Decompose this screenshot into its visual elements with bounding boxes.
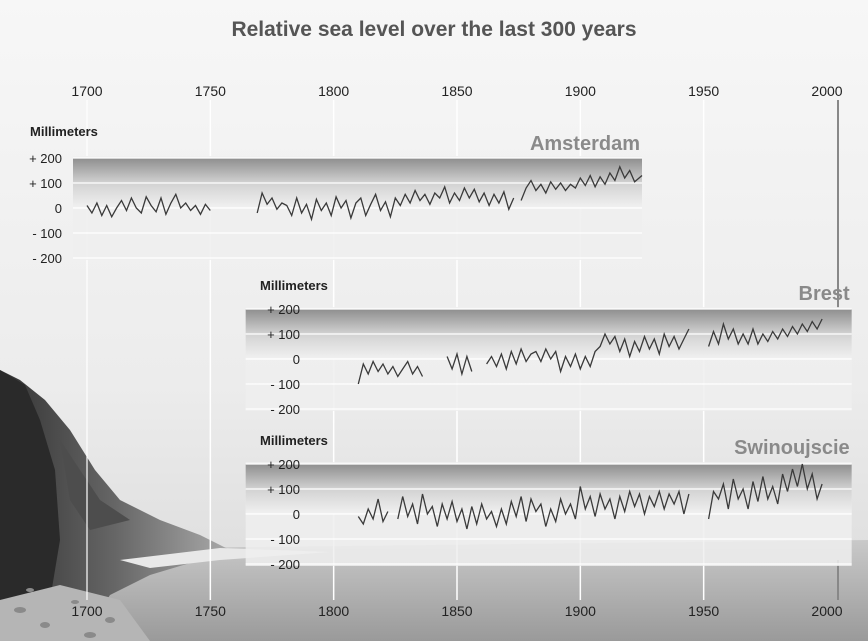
series-line-swinoujscie — [397, 486, 690, 530]
y-tick-label-amsterdam: + 100 — [29, 176, 62, 191]
x-tick-label-bottom: 1700 — [71, 603, 102, 619]
y-unit-label-brest: Millimeters — [260, 278, 328, 293]
y-unit-label-swinoujscie: Millimeters — [260, 433, 328, 448]
y-tick-label-amsterdam: + 200 — [29, 151, 62, 166]
station-label-swinoujscie: Swinoujscie — [734, 437, 850, 459]
series-line-amsterdam — [256, 184, 515, 222]
series-line-brest — [486, 328, 690, 374]
y-tick-label-swinoujscie: + 100 — [267, 482, 300, 497]
y-tick-label-amsterdam: - 100 — [32, 226, 62, 241]
series-line-brest — [707, 318, 823, 347]
x-tick-label-top: 2000 — [811, 83, 842, 99]
y-tick-label-brest: 0 — [293, 352, 300, 367]
x-tick-label-bottom: 1900 — [565, 603, 596, 619]
x-tick-label-bottom: 2000 — [811, 603, 842, 619]
chart-title: Relative sea level over the last 300 yea… — [231, 18, 637, 41]
x-tick-label-top: 1700 — [71, 83, 102, 99]
series-line-brest — [357, 359, 424, 385]
series-line-brest — [446, 351, 473, 377]
series-line-amsterdam — [86, 192, 211, 219]
y-tick-label-brest: - 200 — [270, 402, 300, 417]
x-tick-label-top: 1900 — [565, 83, 596, 99]
x-tick-label-bottom: 1850 — [441, 603, 472, 619]
x-tick-label-bottom: 1950 — [688, 603, 719, 619]
x-tick-label-bottom: 1800 — [318, 603, 349, 619]
x-tick-label-bottom: 1750 — [195, 603, 226, 619]
y-tick-label-swinoujscie: - 200 — [270, 557, 300, 572]
station-label-brest: Brest — [799, 283, 850, 305]
y-tick-label-swinoujscie: + 200 — [267, 457, 300, 472]
x-tick-label-top: 1950 — [688, 83, 719, 99]
y-tick-label-amsterdam: 0 — [55, 201, 62, 216]
y-tick-label-swinoujscie: - 100 — [270, 532, 300, 547]
y-tick-label-amsterdam: - 200 — [32, 251, 62, 266]
x-tick-label-top: 1850 — [441, 83, 472, 99]
station-label-amsterdam: Amsterdam — [530, 133, 640, 155]
x-tick-label-top: 1750 — [195, 83, 226, 99]
y-unit-label-amsterdam: Millimeters — [30, 124, 98, 139]
series-line-amsterdam — [520, 165, 643, 201]
series-line-swinoujscie — [707, 463, 823, 520]
x-tick-label-top: 1800 — [318, 83, 349, 99]
y-tick-label-swinoujscie: 0 — [293, 507, 300, 522]
series-line-swinoujscie — [357, 498, 389, 526]
y-tick-label-brest: - 100 — [270, 377, 300, 392]
y-tick-label-brest: + 100 — [267, 327, 300, 342]
y-tick-label-brest: + 200 — [267, 302, 300, 317]
